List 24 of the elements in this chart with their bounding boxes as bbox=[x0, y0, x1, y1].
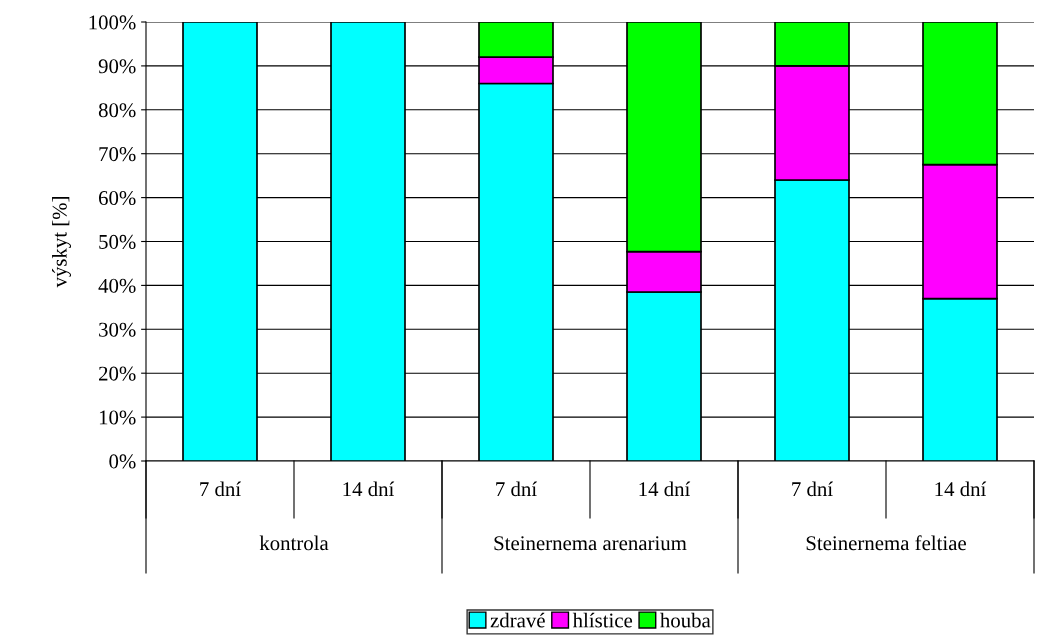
legend-label: hlístice bbox=[572, 612, 633, 628]
x-tick-label: 7 dní bbox=[496, 481, 537, 497]
y-tick-label: 0% bbox=[109, 454, 136, 469]
y-tick-label: 70% bbox=[99, 147, 136, 162]
y-tick-label: 50% bbox=[99, 234, 136, 249]
legend-label: zdravé bbox=[490, 612, 545, 628]
y-tick-label: 90% bbox=[98, 59, 136, 74]
y-axis-title: výskyt [%] bbox=[52, 197, 72, 288]
y-tick-label: 40% bbox=[98, 278, 136, 293]
y-tick-label: 10% bbox=[99, 410, 136, 425]
y-tick-label: 100% bbox=[89, 15, 136, 30]
text: kontrola bbox=[259, 535, 329, 551]
text: Steinernema arenarium bbox=[494, 536, 687, 551]
x-tick-label: 7 dní bbox=[792, 481, 833, 497]
legend-label: houba bbox=[660, 612, 711, 628]
x-tick-label: 14 dní bbox=[935, 481, 987, 497]
x-tick-label: 14 dní bbox=[639, 481, 691, 497]
x-tick-label: 7 dní bbox=[200, 481, 241, 497]
x-tick-label: 14 dní bbox=[343, 481, 395, 497]
text: Steinernema feltiae bbox=[806, 535, 966, 551]
y-tick-label: 60% bbox=[98, 190, 136, 206]
y-tick-label: 30% bbox=[99, 322, 136, 337]
y-tick-label: 80% bbox=[98, 103, 136, 118]
y-tick-label: 20% bbox=[99, 366, 136, 381]
